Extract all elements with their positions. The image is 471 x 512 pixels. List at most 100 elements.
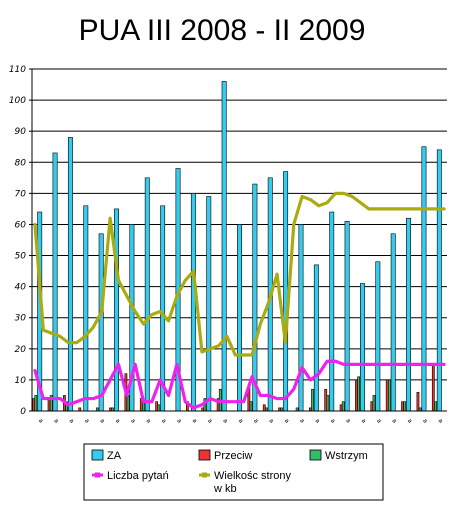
bar-za — [221, 81, 227, 412]
bar-za — [52, 152, 58, 412]
y-tick-label: 70 — [15, 189, 27, 199]
bar-za — [360, 283, 365, 412]
x-tick-label: a — [421, 417, 429, 425]
legend-box — [83, 443, 384, 501]
bar-za — [313, 264, 319, 412]
bar-wstrzym — [372, 395, 376, 412]
legend-marker — [95, 472, 100, 478]
bar-wstrzym — [249, 401, 253, 412]
bar-za — [329, 211, 335, 412]
bar-wstrzym — [434, 401, 437, 412]
bar-wstrzym — [311, 388, 314, 412]
bar-wstrzym — [126, 395, 130, 412]
bar-za — [344, 221, 350, 412]
y-tick-label: 20 — [15, 345, 27, 355]
bar-przeciw — [339, 404, 343, 412]
x-tick-label: a — [83, 417, 91, 425]
bar-za — [283, 171, 289, 412]
legend-swatch — [91, 449, 104, 461]
x-tick-label: a — [314, 417, 322, 425]
x-tick-label: a — [129, 417, 137, 425]
bar-za — [390, 233, 396, 412]
bars — [32, 81, 442, 412]
bar-za — [406, 217, 412, 412]
y-tick-label: 100 — [9, 96, 26, 106]
bar-za — [98, 233, 104, 412]
x-tick-label: a — [191, 417, 199, 425]
y-tick-label: 10 — [15, 376, 27, 386]
bar-za — [421, 146, 427, 412]
bar-wstrzym — [387, 379, 391, 412]
x-tick-label: a — [237, 417, 245, 425]
y-tick-label: 80 — [15, 158, 27, 168]
bar-za — [206, 196, 212, 412]
x-tick-label: a — [298, 417, 306, 425]
bar-za — [237, 224, 242, 412]
x-tick-label: a — [329, 417, 337, 425]
legend-marker — [202, 472, 207, 478]
bar-przeciw — [262, 404, 266, 412]
x-tick-label: a — [175, 417, 183, 425]
bar-przeciw — [385, 379, 389, 412]
legend-label: Przeciw — [214, 450, 253, 462]
x-tick-label: a — [283, 417, 291, 425]
x-tick-label: a — [375, 417, 383, 425]
y-tick-label: 110 — [9, 65, 26, 75]
x-tick-label: a — [114, 417, 122, 425]
legend-label-line2: w kb — [213, 483, 237, 495]
legend-swatch — [198, 449, 211, 461]
legend-swatch — [309, 449, 322, 461]
bar-przeciw — [324, 388, 328, 412]
legend-label: Liczba pytań — [107, 470, 169, 482]
x-tick-label: a — [252, 417, 260, 425]
series-lines — [33, 191, 446, 410]
bar-za — [144, 177, 150, 412]
bar-przeciw — [370, 401, 374, 412]
y-tick-label: 0 — [20, 407, 26, 417]
x-tick-label: a — [206, 417, 214, 425]
line-series — [33, 359, 446, 410]
bar-za — [67, 137, 73, 412]
x-tick-label: a — [406, 417, 414, 425]
x-tick-label: a — [344, 417, 352, 425]
bar-za — [114, 208, 119, 412]
bar-wstrzym — [326, 395, 330, 412]
x-tick-label: a — [52, 417, 60, 425]
x-tick-label: a — [98, 417, 106, 425]
x-tick-label: a — [37, 417, 45, 425]
bar-przeciw — [431, 364, 435, 412]
x-tick-label: a — [390, 417, 398, 425]
y-tick-label: 40 — [15, 283, 27, 293]
bar-przeciw — [355, 379, 358, 412]
legend: ZA Przeciw Wstrzym Liczba pytań Wielkośc str… — [83, 443, 384, 501]
x-tick-label: a — [221, 417, 229, 425]
bar-za — [375, 261, 381, 412]
bar-wstrzym — [357, 376, 360, 412]
bar-przeciw — [155, 401, 159, 412]
x-tick-label: a — [437, 417, 445, 425]
x-tick-label: a — [160, 417, 168, 425]
bar-za — [298, 224, 304, 412]
y-tick-label: 60 — [15, 220, 27, 230]
legend-label: Wielkośc strony — [214, 470, 292, 482]
bar-przeciw — [32, 398, 36, 412]
bar-wstrzym — [403, 401, 407, 412]
y-tick-label: 30 — [15, 314, 27, 324]
legend-label: ZA — [107, 450, 122, 462]
x-tick-label: a — [268, 417, 276, 425]
bar-wstrzym — [34, 395, 38, 412]
y-tick-label: 90 — [15, 127, 27, 137]
bar-za — [190, 193, 196, 412]
bar-wstrzym — [341, 401, 345, 412]
line-series — [33, 191, 446, 357]
legend-label: Wstrzym — [325, 450, 368, 462]
x-tick-label: a — [360, 417, 368, 425]
x-tick-label: a — [145, 417, 153, 425]
bar-przeciw — [416, 392, 420, 412]
x-tick-label: a — [68, 417, 76, 425]
y-tick-label: 50 — [15, 252, 27, 262]
bar-za — [83, 205, 89, 412]
bar-za — [436, 149, 442, 412]
